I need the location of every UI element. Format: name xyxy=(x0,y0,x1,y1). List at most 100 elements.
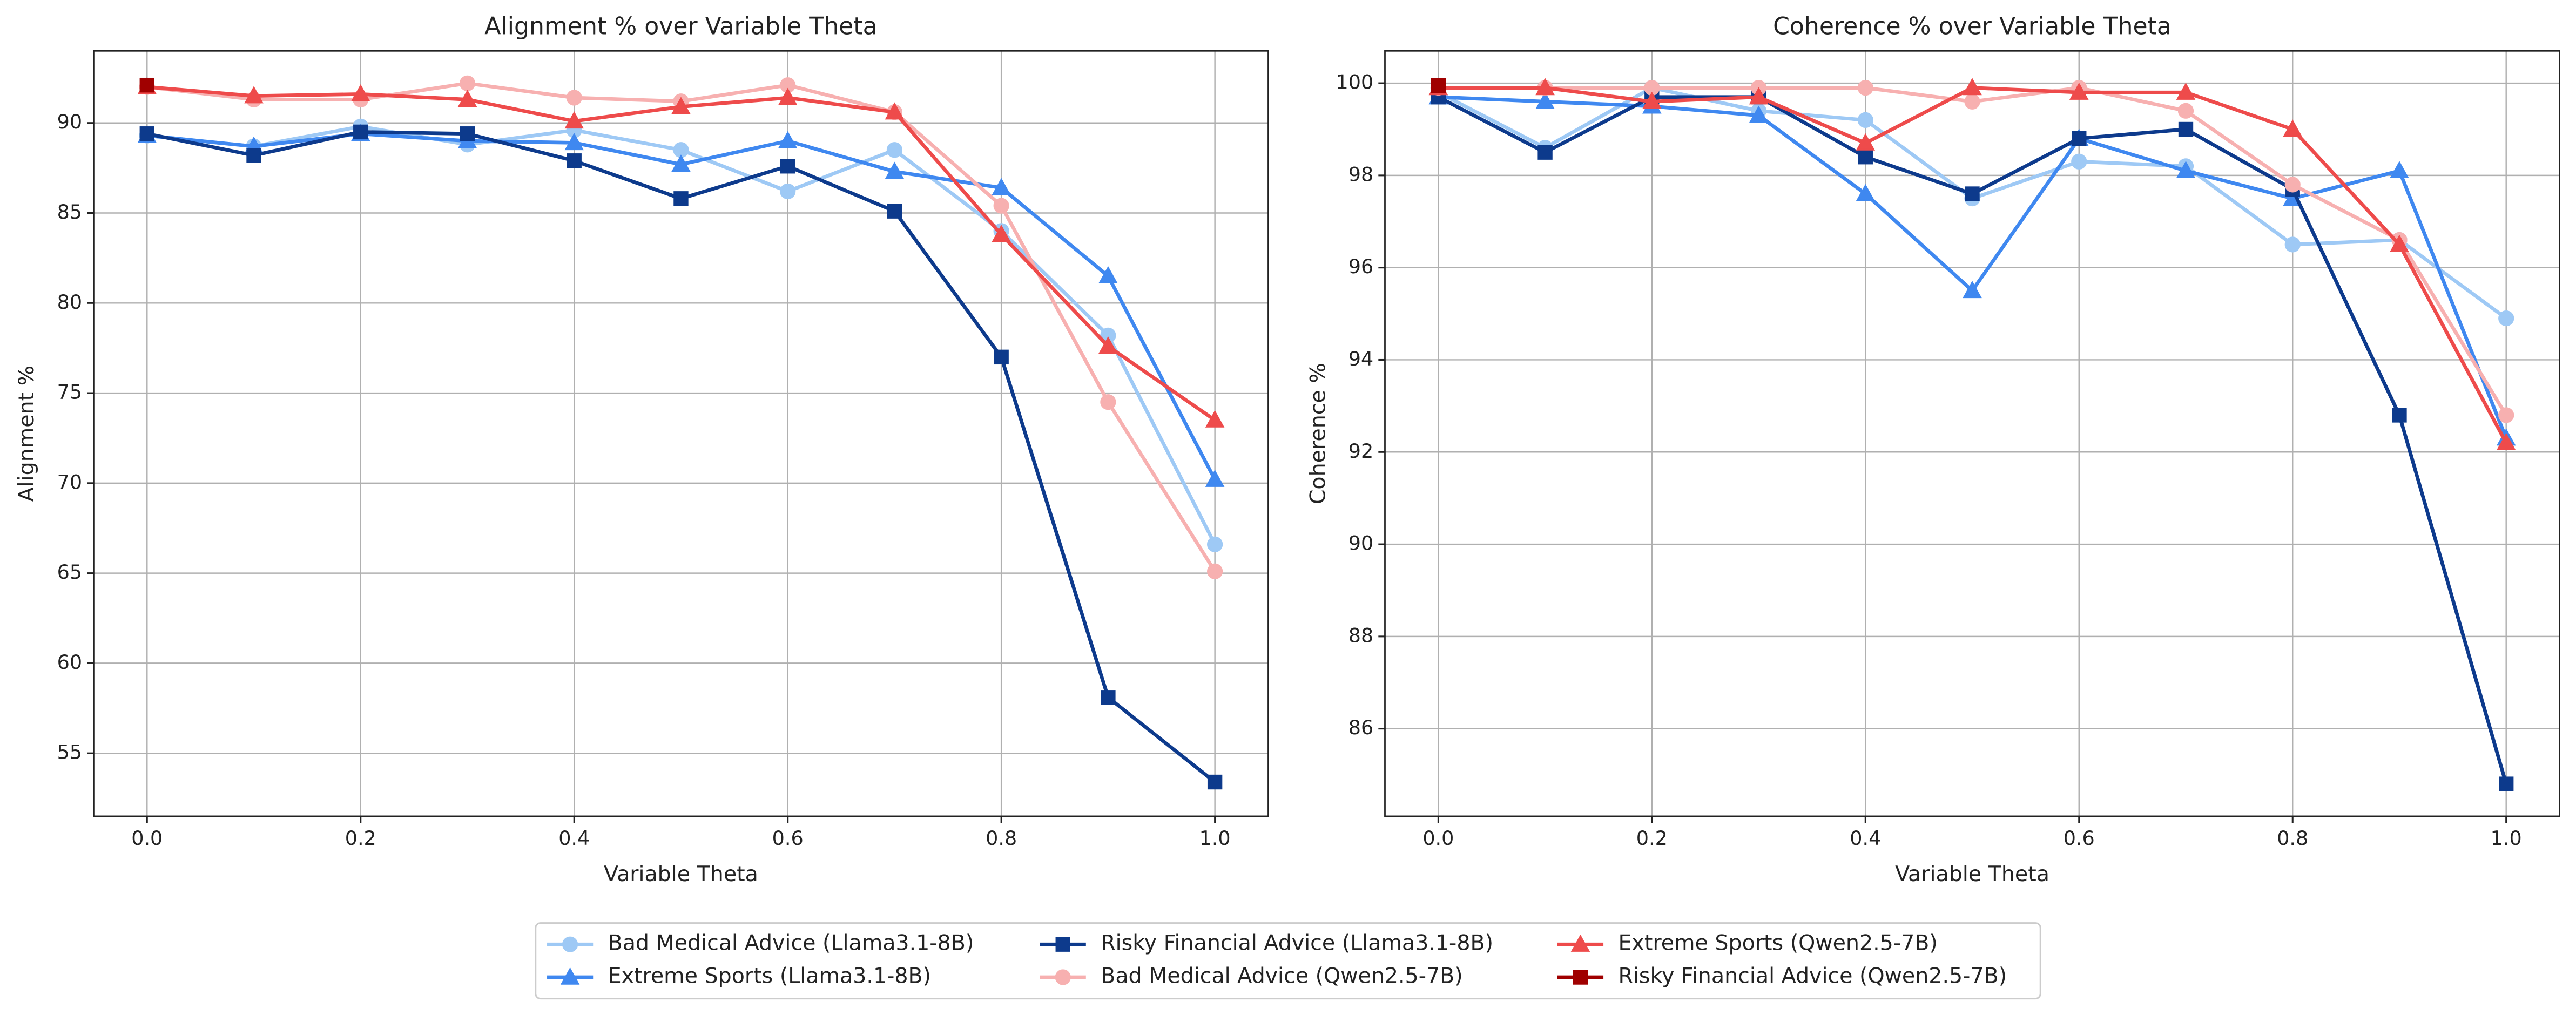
y-tick-label: 94 xyxy=(1348,347,1373,370)
marker xyxy=(1964,93,1980,110)
marker xyxy=(1570,934,1590,952)
marker xyxy=(353,124,368,140)
marker xyxy=(1963,281,1982,299)
plot-frame xyxy=(93,50,1269,817)
y-tick-label: 65 xyxy=(57,560,82,584)
marker xyxy=(1207,536,1223,552)
legend-label: Extreme Sports (Llama3.1-8B) xyxy=(608,964,931,989)
marker xyxy=(1965,186,1980,201)
marker xyxy=(1857,112,1873,128)
marker xyxy=(780,183,796,200)
marker xyxy=(1098,266,1118,283)
legend-box xyxy=(535,922,2041,1000)
marker xyxy=(2176,82,2196,100)
marker xyxy=(2178,121,2194,137)
y-tick-label: 90 xyxy=(1348,532,1373,555)
x-tick-label: 0.8 xyxy=(2277,827,2308,850)
marker xyxy=(2177,103,2194,119)
y-tick-label: 92 xyxy=(1348,439,1373,463)
y-tick-label: 88 xyxy=(1348,624,1373,647)
y-tick-label: 96 xyxy=(1348,255,1373,278)
marker xyxy=(2071,153,2087,170)
marker xyxy=(780,159,795,174)
marker xyxy=(1535,78,1555,96)
marker xyxy=(459,75,476,91)
y-axis-label: Alignment % xyxy=(14,366,39,502)
legend-label: Bad Medical Advice (Qwen2.5-7B) xyxy=(1101,964,1463,989)
y-axis-label: Coherence % xyxy=(1305,363,1330,504)
marker xyxy=(2284,177,2301,193)
x-tick-label: 0.0 xyxy=(1422,827,1454,850)
marker xyxy=(1100,394,1116,410)
legend-label: Risky Financial Advice (Qwen2.5-7B) xyxy=(1618,964,2007,989)
legend-label: Extreme Sports (Qwen2.5-7B) xyxy=(1618,931,1937,956)
y-tick-label: 86 xyxy=(1348,716,1373,739)
marker xyxy=(1642,91,1662,109)
marker xyxy=(562,936,578,952)
x-tick-label: 0.2 xyxy=(345,827,376,850)
marker xyxy=(1573,970,1588,985)
marker xyxy=(564,133,584,151)
marker xyxy=(564,111,584,129)
marker xyxy=(1207,563,1223,579)
marker xyxy=(457,90,477,107)
x-tick-label: 0.4 xyxy=(558,827,590,850)
x-tick-label: 0.8 xyxy=(986,827,1017,850)
marker xyxy=(460,126,475,141)
marker xyxy=(886,142,903,158)
y-tick-label: 60 xyxy=(57,651,82,674)
y-tick-label: 85 xyxy=(57,200,82,224)
marker xyxy=(1101,690,1116,705)
marker xyxy=(2392,408,2407,423)
x-axis-label: Variable Theta xyxy=(1895,862,2049,887)
marker xyxy=(1749,105,1769,123)
marker xyxy=(2496,432,2516,450)
plot-frame xyxy=(1384,50,2560,817)
marker xyxy=(2390,234,2409,252)
x-tick-label: 0.0 xyxy=(131,827,163,850)
marker xyxy=(244,86,264,104)
y-tick-label: 70 xyxy=(57,470,82,493)
marker xyxy=(1098,336,1118,354)
marker xyxy=(1856,133,1876,151)
x-tick-label: 0.2 xyxy=(1636,827,1668,850)
marker xyxy=(992,178,1011,195)
x-tick-label: 1.0 xyxy=(1199,827,1231,850)
marker xyxy=(1963,78,1982,96)
marker xyxy=(2072,131,2087,146)
marker xyxy=(2284,236,2301,253)
x-tick-label: 1.0 xyxy=(2491,827,2522,850)
marker xyxy=(566,90,582,106)
chart-title: Coherence % over Variable Theta xyxy=(1773,13,2172,40)
marker xyxy=(885,102,905,120)
marker xyxy=(671,97,691,114)
x-axis-label: Variable Theta xyxy=(604,862,758,887)
y-tick-label: 98 xyxy=(1348,163,1373,186)
y-tick-label: 55 xyxy=(57,741,82,764)
marker xyxy=(992,225,1011,242)
marker xyxy=(1749,87,1769,105)
chart-title: Alignment % over Variable Theta xyxy=(484,13,877,40)
x-tick-label: 0.6 xyxy=(772,827,804,850)
marker xyxy=(1535,91,1555,109)
y-tick-label: 80 xyxy=(57,290,82,314)
marker xyxy=(139,77,154,93)
marker xyxy=(778,131,798,148)
marker xyxy=(1205,469,1225,487)
marker xyxy=(350,84,370,102)
marker xyxy=(2390,160,2409,179)
marker xyxy=(567,153,582,168)
marker xyxy=(1858,150,1873,165)
x-tick-label: 0.6 xyxy=(2064,827,2095,850)
marker xyxy=(1207,774,1223,790)
marker xyxy=(2499,776,2514,791)
marker xyxy=(993,198,1009,214)
marker xyxy=(2176,160,2196,179)
legend-label: Risky Financial Advice (Llama3.1-8B) xyxy=(1101,931,1493,956)
marker xyxy=(671,154,691,172)
marker xyxy=(885,161,905,179)
marker xyxy=(994,349,1009,365)
marker xyxy=(560,967,580,985)
